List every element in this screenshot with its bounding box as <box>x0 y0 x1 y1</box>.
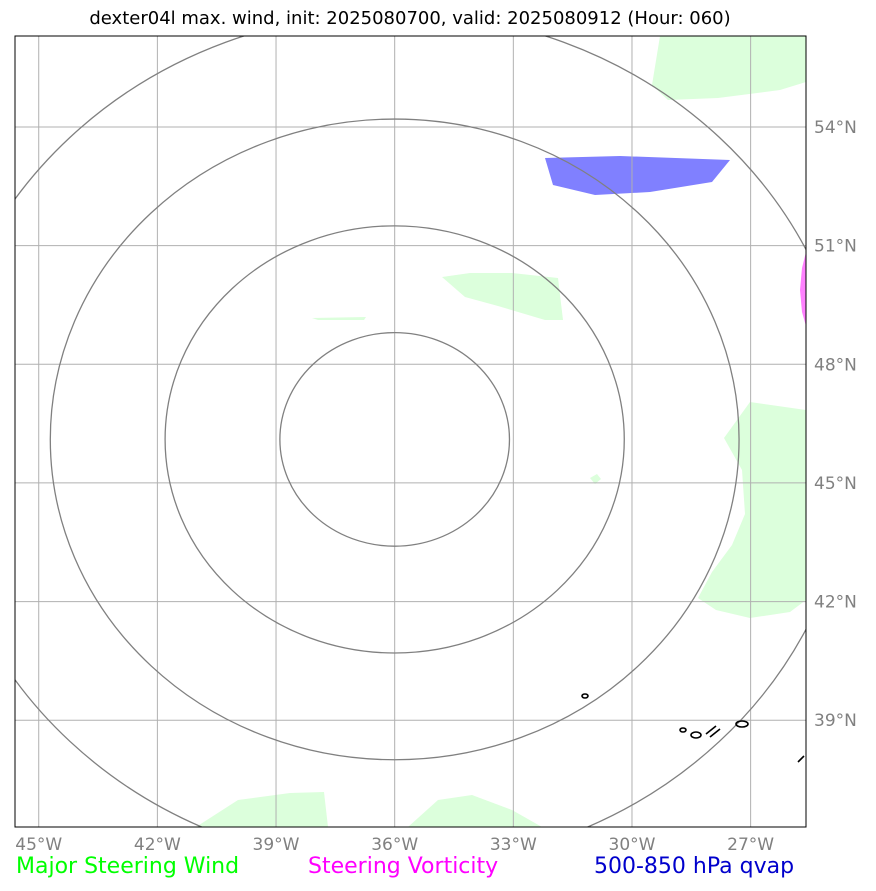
lat-tick-label: 48°N <box>814 355 857 375</box>
contour-mark <box>705 725 717 735</box>
range-ring <box>279 331 511 547</box>
legend-qvap: 500-850 hPa qvap <box>594 854 795 879</box>
lat-tick-label: 51°N <box>814 237 857 257</box>
black-contour-marks <box>581 693 805 763</box>
contour-mark <box>797 755 805 763</box>
lat-tick-label: 42°N <box>814 593 857 613</box>
lon-tick-label: 42°W <box>134 835 181 850</box>
wind-patch-dot <box>590 474 601 484</box>
lat-tick-label: 39°N <box>814 711 857 731</box>
lon-tick-label: 39°W <box>253 835 300 850</box>
contour-mark <box>679 727 687 733</box>
wind-patch-sw <box>196 792 328 827</box>
map-frame <box>14 35 807 828</box>
contour-mark <box>709 728 721 738</box>
contour-mark <box>735 720 749 728</box>
longitude-labels: 45°W 42°W 39°W 36°W 33°W 30°W 27°W <box>15 835 774 850</box>
wind-patch-east <box>698 402 806 618</box>
lon-tick-label: 33°W <box>490 835 537 850</box>
lon-tick-label: 45°W <box>15 835 62 850</box>
lat-tick-label: 54°N <box>814 118 857 138</box>
latitude-labels: 39°N 42°N 45°N 48°N 51°N 54°N <box>814 118 857 731</box>
map-title: dexter04l max. wind, init: 2025080700, v… <box>89 8 731 29</box>
contour-mark <box>581 693 589 699</box>
wind-patch-ne <box>652 36 806 100</box>
lat-tick-label: 45°N <box>814 474 857 494</box>
legend-steering-vorticity: Steering Vorticity <box>308 854 499 879</box>
contour-mark <box>690 731 702 739</box>
range-ring <box>49 118 740 761</box>
wind-patch-s <box>408 795 542 827</box>
range-ring <box>164 225 625 654</box>
qvap-patch <box>545 156 730 195</box>
range-rings <box>15 36 806 827</box>
major-steering-wind-shading <box>196 36 806 827</box>
map-plot: 45°W 42°W 39°W 36°W 33°W 30°W 27°W 39°N 42°N 45°… <box>14 35 857 850</box>
wind-patch-small <box>312 317 366 320</box>
lon-tick-label: 27°W <box>727 835 774 850</box>
legend-major-steering-wind: Major Steering Wind <box>16 854 240 879</box>
map-grid <box>15 36 806 827</box>
range-ring <box>15 36 806 827</box>
wind-patch-center <box>442 273 563 320</box>
lon-tick-label: 36°W <box>371 835 418 850</box>
steering-vorticity-patch <box>800 252 806 326</box>
lon-tick-label: 30°W <box>609 835 656 850</box>
